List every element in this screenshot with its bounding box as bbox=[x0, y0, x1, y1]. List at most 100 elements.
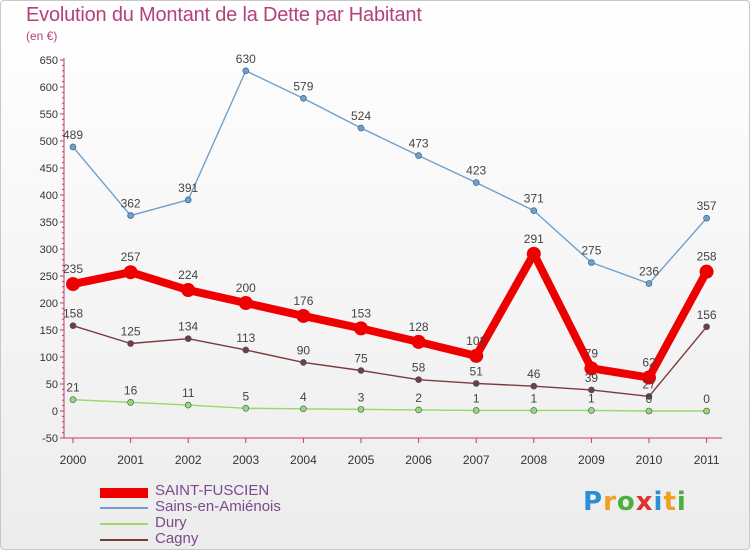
data-label: 16 bbox=[124, 383, 138, 397]
data-point bbox=[127, 340, 134, 347]
logo-letter: P bbox=[583, 487, 604, 517]
legend-label: Sains-en-Amiénois bbox=[155, 498, 281, 515]
legend-swatch bbox=[100, 488, 148, 498]
data-label: 134 bbox=[178, 320, 198, 334]
data-label: 27 bbox=[642, 377, 656, 391]
x-tick-label: 2010 bbox=[636, 453, 663, 467]
data-point bbox=[530, 207, 538, 214]
data-label: 489 bbox=[63, 128, 83, 142]
legend-swatch bbox=[100, 539, 148, 541]
y-tick-label: 50 bbox=[46, 379, 58, 391]
data-point bbox=[354, 321, 368, 336]
data-label: 102 bbox=[466, 334, 486, 348]
legend-swatch bbox=[100, 507, 148, 509]
series-line-sains-en-ami-nois bbox=[72, 70, 708, 285]
y-tick-label: 450 bbox=[40, 163, 58, 175]
data-point bbox=[469, 348, 484, 363]
y-tick-label: 600 bbox=[40, 82, 58, 94]
data-label: 1 bbox=[588, 391, 595, 405]
data-point bbox=[584, 361, 599, 376]
data-point bbox=[415, 406, 422, 414]
data-label: 371 bbox=[524, 192, 544, 206]
data-label: 39 bbox=[585, 371, 599, 385]
y-tick-label: 200 bbox=[40, 298, 58, 310]
chart-subtitle: (en €) bbox=[26, 29, 58, 43]
data-label: 524 bbox=[351, 109, 371, 123]
data-point bbox=[699, 264, 714, 279]
data-point bbox=[588, 259, 595, 266]
data-point bbox=[703, 323, 710, 331]
data-point bbox=[238, 296, 253, 310]
data-point bbox=[645, 280, 653, 287]
data-point bbox=[357, 367, 365, 374]
data-label: 224 bbox=[178, 268, 198, 282]
logo-letter: i bbox=[676, 487, 687, 517]
data-label: 0 bbox=[646, 392, 653, 406]
data-label: 291 bbox=[524, 232, 544, 246]
data-point bbox=[69, 322, 77, 329]
data-point bbox=[300, 405, 307, 413]
data-label: 5 bbox=[242, 389, 249, 403]
y-tick-label: -50 bbox=[42, 433, 58, 445]
data-point bbox=[588, 386, 595, 394]
data-label: 236 bbox=[639, 265, 659, 279]
data-label: 11 bbox=[182, 386, 195, 400]
data-label: 128 bbox=[409, 320, 429, 334]
data-label: 235 bbox=[63, 262, 83, 276]
y-tick-label: 500 bbox=[40, 136, 58, 148]
data-point bbox=[645, 407, 653, 415]
series-line-cagny bbox=[72, 324, 708, 398]
data-label: 200 bbox=[236, 281, 256, 295]
x-tick-label: 2009 bbox=[578, 453, 605, 467]
data-label: 51 bbox=[470, 364, 484, 378]
data-label: 58 bbox=[412, 361, 426, 375]
data-label: 62 bbox=[642, 356, 656, 370]
data-point bbox=[472, 380, 480, 387]
data-label: 630 bbox=[236, 52, 256, 66]
data-label: 258 bbox=[697, 250, 717, 264]
series-line-saint-fuscien bbox=[69, 249, 711, 382]
data-label: 0 bbox=[703, 392, 710, 406]
data-point bbox=[530, 382, 538, 390]
x-tick-label: 2003 bbox=[232, 453, 259, 467]
data-point bbox=[181, 283, 196, 298]
y-tick-label: 550 bbox=[40, 109, 58, 121]
data-label: 21 bbox=[66, 381, 80, 395]
data-label: 90 bbox=[297, 343, 311, 357]
data-label: 257 bbox=[121, 250, 141, 264]
data-label: 176 bbox=[293, 294, 313, 308]
data-point bbox=[127, 212, 134, 219]
x-tick-label: 2000 bbox=[60, 453, 87, 467]
data-label: 357 bbox=[697, 199, 717, 213]
data-label: 423 bbox=[466, 164, 486, 178]
data-label: 4 bbox=[300, 390, 307, 404]
data-label: 158 bbox=[63, 307, 83, 321]
data-label: 275 bbox=[581, 244, 601, 258]
data-label: 156 bbox=[697, 308, 717, 322]
data-point bbox=[411, 334, 426, 349]
y-tick-label: 400 bbox=[40, 190, 58, 202]
legend-label: SAINT-FUSCIEN bbox=[155, 482, 270, 499]
x-tick-label: 2004 bbox=[290, 453, 317, 467]
proxiti-logo: Proxiti bbox=[583, 487, 687, 517]
data-point bbox=[184, 401, 192, 409]
y-tick-label: 0 bbox=[52, 406, 58, 418]
data-point bbox=[184, 335, 192, 342]
data-point bbox=[526, 246, 541, 261]
data-point bbox=[69, 143, 77, 151]
data-point bbox=[472, 407, 480, 414]
data-point bbox=[242, 346, 250, 354]
data-point bbox=[472, 179, 480, 186]
data-label: 113 bbox=[236, 331, 255, 345]
data-point bbox=[66, 277, 80, 292]
data-point bbox=[645, 393, 653, 400]
legend-swatch bbox=[100, 523, 148, 525]
data-point bbox=[242, 404, 250, 412]
data-point bbox=[588, 407, 595, 414]
data-point bbox=[242, 67, 250, 75]
data-point bbox=[184, 196, 192, 204]
x-tick-label: 2011 bbox=[694, 453, 720, 467]
x-tick-label: 2007 bbox=[463, 453, 490, 467]
x-tick-label: 2001 bbox=[117, 453, 144, 467]
